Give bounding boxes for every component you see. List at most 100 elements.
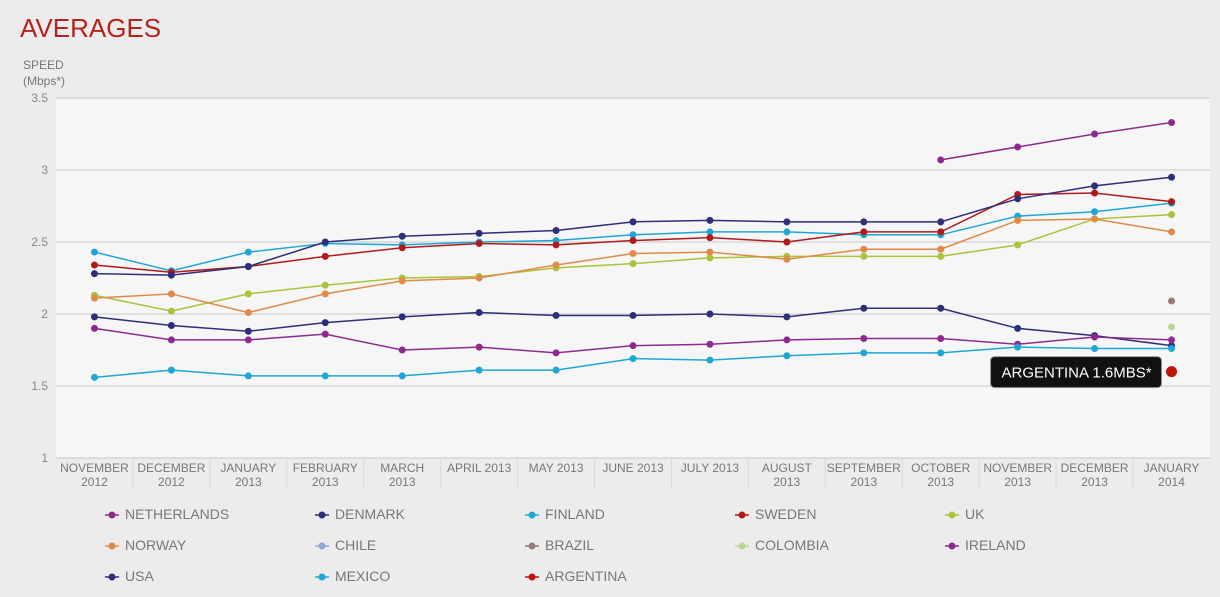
legend-label: FINLAND <box>545 506 605 522</box>
x-tick-label: NOVEMBER 2013 <box>983 461 1052 489</box>
data-point <box>552 349 560 357</box>
legend-marker <box>528 511 536 519</box>
data-point <box>860 245 868 253</box>
data-point <box>552 241 560 249</box>
data-point <box>167 271 175 279</box>
legend-marker <box>108 542 116 550</box>
x-tick-label: FEBRUARY 2013 <box>292 461 358 489</box>
data-point <box>475 274 483 282</box>
data-point <box>1168 323 1176 331</box>
x-tick-label: DECEMBER 2012 <box>137 461 206 489</box>
data-point <box>860 218 868 226</box>
data-point <box>475 366 483 374</box>
legend-label: CHILE <box>335 537 377 553</box>
data-point <box>90 313 98 321</box>
data-point <box>1168 297 1176 305</box>
data-point <box>321 238 329 246</box>
data-point <box>1014 216 1022 224</box>
legend-label: COLOMBIA <box>755 537 829 553</box>
annotation-text: ARGENTINA 1.6MBS* <box>1002 365 1152 382</box>
legend-marker <box>318 573 326 581</box>
data-point <box>1091 345 1099 353</box>
data-point <box>706 228 714 236</box>
data-point <box>1168 345 1176 353</box>
data-point <box>475 239 483 247</box>
data-point <box>244 248 252 256</box>
data-point <box>706 310 714 318</box>
legend-marker <box>738 511 746 519</box>
plot-area <box>56 98 1210 458</box>
data-point <box>937 349 945 357</box>
data-point <box>1168 228 1176 236</box>
data-point <box>860 349 868 357</box>
legend-marker <box>318 542 326 550</box>
y-axis-label: SPEED (Mbps*) <box>23 58 66 88</box>
legend-marker <box>948 542 956 550</box>
data-point <box>167 307 175 315</box>
data-point <box>398 232 406 240</box>
legend-label: NETHERLANDS <box>125 506 230 522</box>
legend-marker <box>528 542 536 550</box>
legend-label: USA <box>125 568 154 584</box>
data-point <box>1091 333 1099 341</box>
x-tick-label: NOVEMBER 2012 <box>60 461 129 489</box>
legend-marker <box>318 511 326 519</box>
data-point <box>783 313 791 321</box>
data-point <box>629 260 637 268</box>
data-point <box>783 336 791 344</box>
y-tick-label: 3.5 <box>31 91 48 105</box>
data-point <box>398 244 406 252</box>
data-point <box>1168 198 1176 206</box>
data-point <box>706 356 714 364</box>
data-point <box>244 309 252 317</box>
data-point <box>167 366 175 374</box>
data-point <box>90 270 98 278</box>
data-point <box>244 372 252 380</box>
y-tick-label: 2.5 <box>31 235 48 249</box>
data-point <box>552 261 560 269</box>
data-point <box>1168 211 1176 219</box>
data-point <box>90 261 98 269</box>
data-point <box>90 324 98 332</box>
data-point <box>1168 173 1176 181</box>
data-point <box>552 366 560 374</box>
data-point <box>629 250 637 258</box>
data-point <box>552 311 560 319</box>
legend-marker <box>948 511 956 519</box>
data-point <box>1091 208 1099 216</box>
legend-marker <box>108 511 116 519</box>
data-point <box>937 252 945 260</box>
data-point <box>1014 241 1022 249</box>
x-tick-label: MAY 2013 <box>528 461 584 475</box>
data-point <box>1014 343 1022 351</box>
data-point <box>937 334 945 342</box>
data-point <box>321 372 329 380</box>
data-point <box>860 228 868 236</box>
data-point <box>244 327 252 335</box>
data-point <box>475 343 483 351</box>
data-point <box>90 248 98 256</box>
data-point <box>167 336 175 344</box>
data-point <box>1091 215 1099 223</box>
data-point <box>783 238 791 246</box>
data-point <box>783 228 791 236</box>
legend-marker <box>738 542 746 550</box>
legend-label: IRELAND <box>965 537 1026 553</box>
x-tick-label: JANUARY 2014 <box>1143 461 1200 489</box>
data-point <box>1014 324 1022 332</box>
data-point <box>1091 182 1099 190</box>
data-point <box>706 248 714 256</box>
legend-marker <box>108 573 116 581</box>
data-point <box>398 372 406 380</box>
data-point <box>629 311 637 319</box>
y-tick-label: 3 <box>41 163 48 177</box>
legend-label: MEXICO <box>335 568 391 584</box>
data-point <box>475 309 483 317</box>
data-point <box>321 319 329 327</box>
x-tick-label: SEPTEMBER 2013 <box>826 461 901 489</box>
data-point <box>783 218 791 226</box>
data-point <box>629 237 637 245</box>
data-point <box>783 255 791 263</box>
